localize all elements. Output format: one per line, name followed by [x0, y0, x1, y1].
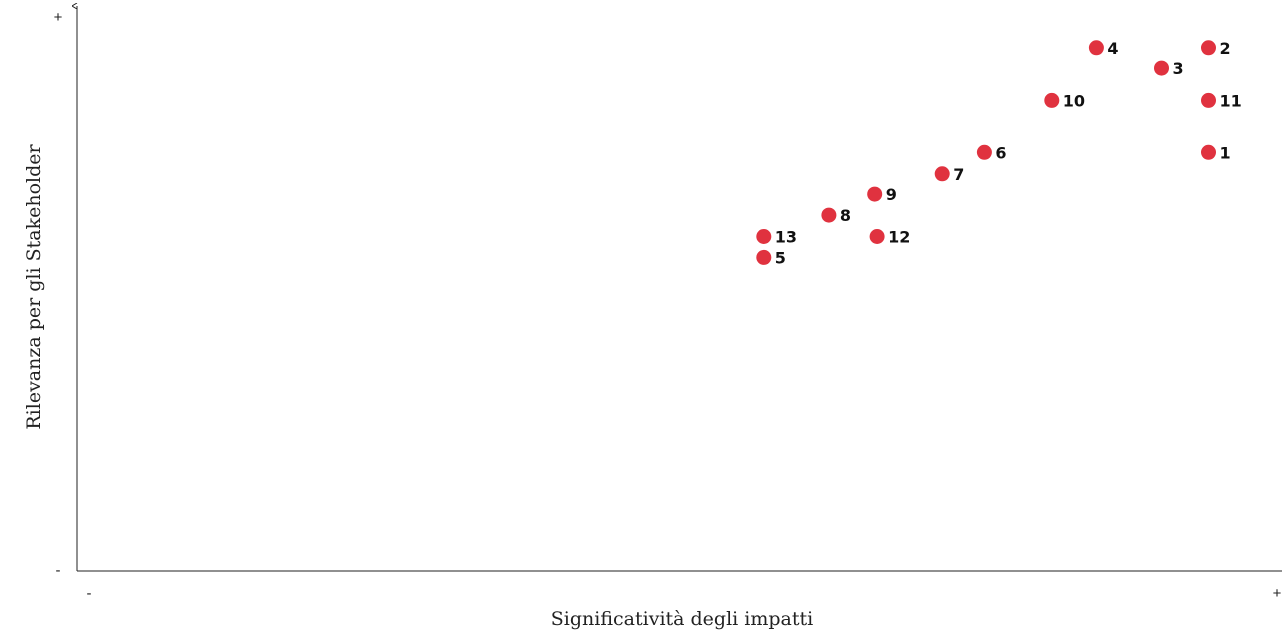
data-point-12 [869, 229, 885, 244]
data-point-label-13: 13 [775, 228, 797, 247]
data-point-label-8: 8 [840, 206, 851, 225]
data-point-2 [1201, 40, 1216, 56]
data-point-label-1: 1 [1220, 143, 1231, 162]
x-axis-max-label: + [1273, 585, 1282, 602]
data-point-label-5: 5 [775, 248, 786, 267]
data-point-label-12: 12 [888, 228, 910, 247]
y-axis-max-label: + [54, 9, 63, 26]
data-point-8 [821, 207, 837, 223]
data-point-1 [1201, 144, 1216, 160]
data-point-5 [756, 249, 772, 265]
data-point-4 [1088, 40, 1104, 56]
data-point-label-7: 7 [953, 165, 964, 184]
data-point-label-3: 3 [1173, 59, 1184, 78]
data-point-label-10: 10 [1063, 91, 1085, 110]
data-point-7 [934, 166, 950, 182]
data-point-6 [976, 144, 992, 160]
data-point-11 [1201, 92, 1216, 108]
data-point-10 [1044, 92, 1060, 108]
data-point-label-9: 9 [886, 185, 897, 204]
data-point-label-6: 6 [995, 143, 1006, 162]
data-point-label-2: 2 [1220, 39, 1231, 58]
y-axis-title: Rilevanza per gli Stakeholder [23, 143, 45, 429]
data-point-3 [1154, 60, 1169, 76]
x-axis-min-label: - [87, 585, 92, 602]
data-point-13 [756, 229, 772, 244]
data-point-label-4: 4 [1107, 39, 1118, 58]
data-point-9 [867, 186, 883, 202]
x-axis-title: Significatività degli impatti [551, 608, 813, 630]
data-point-label-11: 11 [1220, 91, 1242, 110]
y-axis-min-label: - [56, 562, 61, 579]
